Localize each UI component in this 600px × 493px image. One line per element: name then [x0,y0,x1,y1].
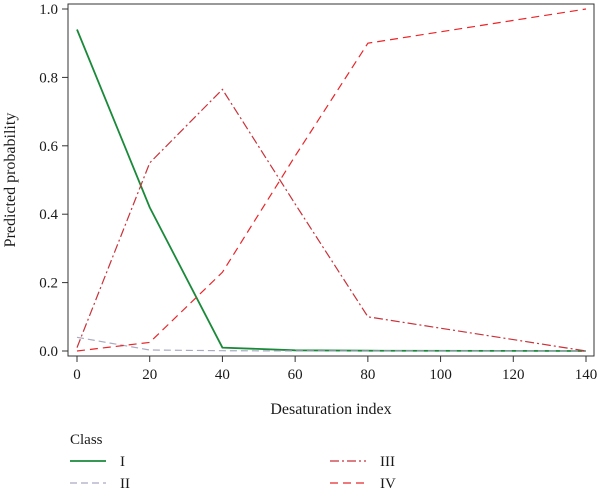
x-tick-label: 20 [142,367,157,383]
legend-label-iv: IV [380,476,396,492]
x-tick-label: 140 [575,367,598,383]
legend-title: Class [70,432,103,448]
x-tick-label: 120 [502,367,525,383]
series-line-i [76,29,587,352]
legend-label-i: I [120,454,125,470]
y-axis: 0.0 0.2 0.4 0.6 0.8 1.0 [39,2,68,360]
x-tick-label: 40 [215,367,230,383]
x-tick-label: 0 [73,367,81,383]
legend-label-ii: II [120,476,130,492]
series-line-iii [76,88,587,352]
y-tick-label: 0.6 [39,139,58,155]
y-tick-label: 0.4 [39,207,58,223]
series-line-ii [76,336,586,352]
plot-frame [67,3,595,357]
x-tick-label: 100 [429,367,452,383]
x-tick-label: 80 [360,367,375,383]
x-tick-label: 60 [288,367,303,383]
y-axis-label: Predicted probability [2,113,19,248]
y-tick-label: 0.2 [39,276,58,292]
y-tick-label: 0.0 [39,344,58,360]
series-line-iv [76,8,587,352]
legend-label-iii: III [380,454,395,470]
x-axis-label: Desaturation index [270,401,391,418]
x-axis: 0 20 40 60 80 100 120 140 [73,356,597,383]
series-lines [76,8,587,352]
y-tick-label: 0.8 [39,70,58,86]
y-tick-label: 1.0 [39,2,58,18]
